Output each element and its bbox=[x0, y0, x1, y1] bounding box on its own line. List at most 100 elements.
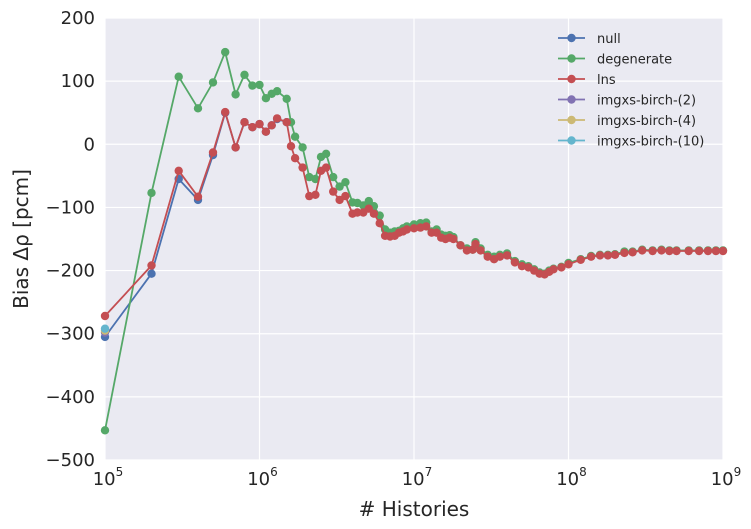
legend-label: imgxs-birch-(10) bbox=[597, 135, 704, 150]
x-tick-label: 105 bbox=[93, 465, 124, 490]
legend-marker bbox=[567, 115, 576, 125]
data-point bbox=[286, 142, 296, 151]
data-point bbox=[240, 70, 249, 80]
legend-item: degenerate bbox=[558, 53, 672, 68]
data-point bbox=[100, 324, 110, 333]
legend-item: lns bbox=[558, 73, 616, 88]
legend-item: null bbox=[558, 32, 621, 47]
data-point bbox=[711, 246, 721, 256]
data-point bbox=[147, 188, 156, 198]
legend: null degenerate lns imgxs-birch-(2) imgxs-bi… bbox=[558, 32, 704, 150]
y-tick-label: −100 bbox=[46, 197, 95, 218]
data-point bbox=[657, 246, 666, 255]
data-point bbox=[100, 311, 110, 321]
data-point bbox=[311, 174, 320, 184]
y-tick-label: 100 bbox=[61, 71, 95, 92]
data-point bbox=[353, 208, 362, 217]
data-point bbox=[272, 114, 282, 123]
data-point bbox=[341, 178, 350, 187]
data-point bbox=[282, 118, 291, 127]
legend-label: null bbox=[597, 32, 621, 47]
data-point bbox=[240, 118, 249, 127]
data-point bbox=[402, 225, 412, 234]
data-point bbox=[231, 90, 240, 99]
data-point bbox=[272, 87, 282, 96]
x-tick-label: 109 bbox=[711, 465, 742, 490]
data-point bbox=[422, 222, 431, 231]
data-point bbox=[267, 121, 276, 130]
data-point bbox=[282, 94, 291, 104]
data-point bbox=[703, 246, 713, 256]
data-point bbox=[147, 261, 156, 270]
data-point bbox=[261, 127, 271, 136]
legend-item: imgxs-birch-(4) bbox=[558, 114, 696, 129]
data-point bbox=[208, 148, 218, 157]
data-point bbox=[100, 426, 110, 435]
x-tick-label: 107 bbox=[402, 465, 433, 490]
data-point bbox=[208, 78, 218, 87]
data-point bbox=[449, 234, 458, 244]
legend-marker bbox=[567, 33, 576, 43]
data-point bbox=[174, 72, 183, 81]
legend-label: lns bbox=[597, 73, 616, 88]
data-point bbox=[290, 132, 300, 141]
data-point bbox=[329, 187, 338, 196]
data-point bbox=[628, 248, 637, 257]
data-point bbox=[341, 191, 350, 201]
data-point bbox=[456, 241, 465, 250]
series-lns bbox=[100, 107, 728, 321]
data-point bbox=[248, 123, 257, 132]
data-point bbox=[549, 265, 558, 274]
data-point bbox=[290, 154, 300, 163]
y-axis-ticks: 200 100 0 −100 −200 −300 −400 −500 bbox=[46, 8, 95, 471]
data-point bbox=[409, 224, 419, 233]
data-point bbox=[517, 262, 527, 271]
data-point bbox=[298, 163, 307, 172]
data-point bbox=[483, 252, 492, 261]
data-point bbox=[684, 246, 693, 256]
data-point bbox=[502, 251, 512, 260]
data-point bbox=[261, 94, 271, 103]
data-point bbox=[231, 143, 240, 152]
data-point bbox=[610, 250, 620, 259]
data-point bbox=[174, 166, 183, 175]
data-point bbox=[495, 252, 505, 261]
data-point bbox=[298, 143, 307, 152]
data-point bbox=[193, 192, 203, 201]
legend-marker bbox=[567, 136, 576, 145]
x-axis-ticks: 105 106 107 108 109 bbox=[93, 465, 742, 490]
data-point bbox=[638, 246, 647, 255]
legend-item: imgxs-birch-(2) bbox=[558, 94, 696, 109]
x-tick-label: 108 bbox=[556, 465, 587, 490]
legend-marker bbox=[567, 74, 576, 84]
data-point bbox=[718, 246, 728, 256]
series-layer bbox=[100, 47, 728, 435]
data-point bbox=[369, 209, 379, 218]
data-point bbox=[603, 251, 613, 260]
data-point bbox=[576, 255, 585, 264]
data-point bbox=[586, 252, 596, 261]
legend-item: imgxs-birch-(10) bbox=[558, 135, 704, 150]
data-point bbox=[510, 258, 520, 267]
data-point bbox=[248, 81, 257, 90]
series-imgxs-birch-(10) bbox=[100, 324, 110, 333]
data-point bbox=[221, 47, 230, 57]
legend-marker bbox=[567, 54, 576, 63]
data-point bbox=[364, 196, 373, 206]
data-point bbox=[321, 149, 331, 158]
y-tick-label: −300 bbox=[46, 324, 95, 345]
legend-label: degenerate bbox=[597, 53, 672, 68]
data-point bbox=[311, 190, 320, 199]
data-point bbox=[335, 182, 344, 191]
data-point bbox=[476, 246, 485, 255]
data-point bbox=[694, 246, 704, 256]
data-point bbox=[620, 248, 629, 258]
data-point bbox=[557, 263, 566, 272]
data-point bbox=[375, 219, 384, 228]
y-tick-label: 200 bbox=[61, 8, 95, 29]
data-point bbox=[648, 246, 657, 256]
data-point bbox=[471, 239, 480, 249]
data-point bbox=[329, 172, 338, 182]
data-point bbox=[147, 269, 156, 278]
